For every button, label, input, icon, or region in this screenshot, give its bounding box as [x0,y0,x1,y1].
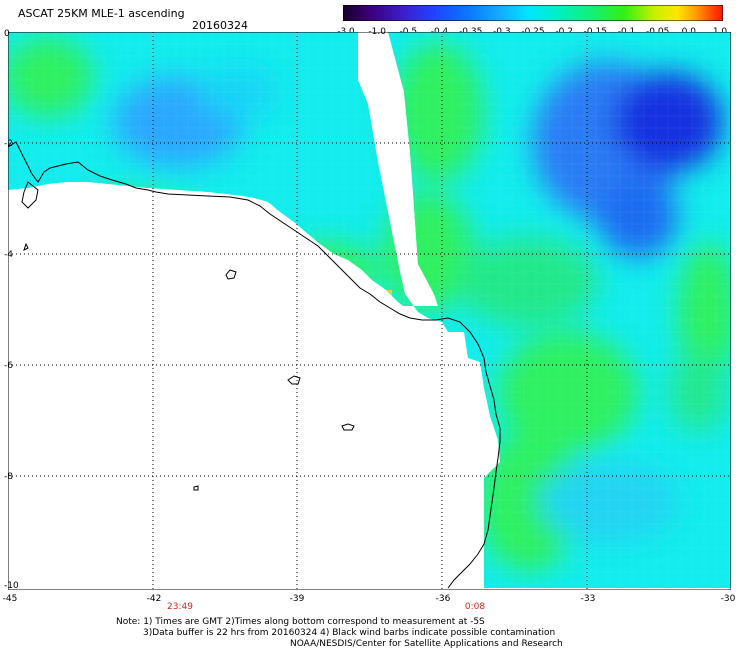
lon-label-45: -45 [2,594,18,604]
lat-label-2: -2 [4,139,13,149]
coastline [8,141,501,589]
note-line-3: NOAA/NESDIS/Center for Satellite Applica… [290,639,563,649]
island-5 [23,242,29,251]
note-line-1: Note: 1) Times are GMT 2)Times along bot… [116,617,485,627]
lat-label-6: -6 [4,361,13,371]
lat-label-8: -8 [4,472,13,482]
note-line-2: 3)Data buffer is 22 hrs from 20160324 4)… [143,628,556,638]
lon-label-39: -39 [289,594,305,604]
lon-label-42: -42 [146,594,162,604]
island-4 [193,485,199,491]
colorbar [343,5,723,21]
lat-label-10: -10 [4,581,19,591]
lon-label-30: -30 [720,594,736,604]
map-panel [8,32,731,590]
lat-label-0: 0 [4,29,10,39]
island-2 [287,375,301,385]
time-label-left: 23:49 [167,602,193,612]
lon-label-36: -36 [435,594,451,604]
product-date: 20160324 [192,19,248,32]
island-3 [341,423,355,431]
product-title: ASCAT 25KM MLE-1 ascending [18,7,185,20]
graticule [8,32,731,590]
estuary-outline [21,181,39,209]
time-label-right: 0:08 [464,602,486,612]
lat-label-4: -4 [4,250,13,260]
lon-label-33: -33 [580,594,596,604]
island-1 [225,269,237,280]
